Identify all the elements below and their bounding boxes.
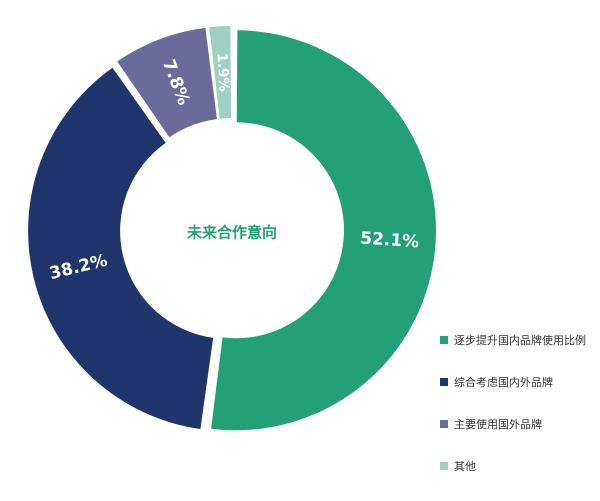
legend-swatch <box>440 336 448 344</box>
data-label-1: 52.1% <box>360 228 420 252</box>
slice-2 <box>28 67 214 430</box>
legend-label: 主要使用国外品牌 <box>454 418 542 431</box>
legend-item-2: 综合考虑国内外品牌 <box>440 375 586 389</box>
legend: 逐步提升国内品牌使用比例 综合考虑国内外品牌 主要使用国外品牌 其他 <box>440 333 586 501</box>
legend-swatch <box>440 462 448 470</box>
slice-4 <box>209 26 232 119</box>
legend-item-1: 逐步提升国内品牌使用比例 <box>440 333 586 347</box>
legend-label: 逐步提升国内品牌使用比例 <box>454 334 586 347</box>
legend-label: 综合考虑国内外品牌 <box>454 376 553 389</box>
legend-label: 其他 <box>454 460 476 473</box>
legend-swatch <box>440 420 448 428</box>
slice-1 <box>211 30 436 431</box>
slice-3 <box>117 27 217 138</box>
legend-swatch <box>440 378 448 386</box>
legend-item-3: 主要使用国外品牌 <box>440 417 586 431</box>
donut-chart: 未来合作意向 52.1%38.2%7.8% 1.9% <box>28 26 436 431</box>
chart-title: 未来合作意向 <box>186 224 277 242</box>
legend-item-4: 其他 <box>440 459 586 473</box>
data-label-4: 1.9% <box>213 52 231 92</box>
